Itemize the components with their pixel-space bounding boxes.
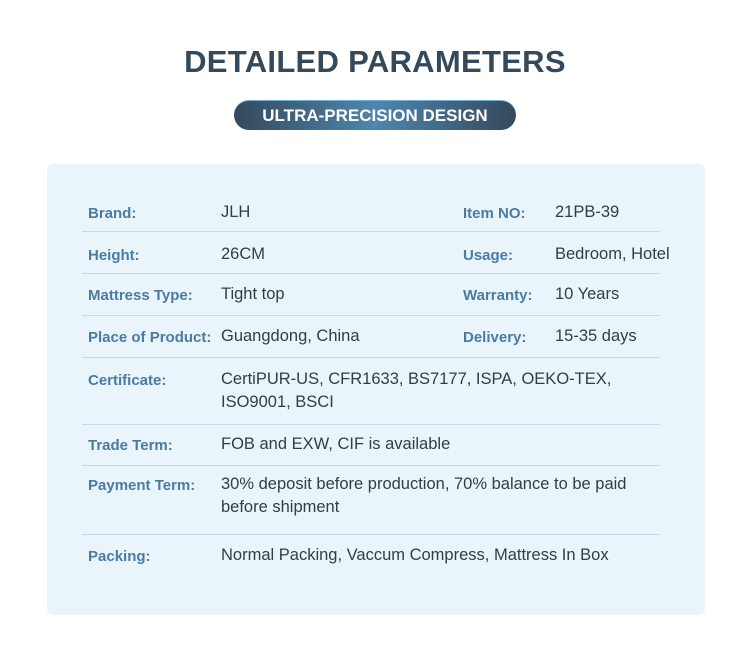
param-value: 15-35 days <box>555 327 637 345</box>
divider <box>82 315 660 316</box>
param-value: 30% deposit before production, 70% balan… <box>221 475 627 516</box>
param-label: Payment Term: <box>88 477 196 494</box>
parameters-card <box>47 164 705 615</box>
param-label: Delivery: <box>463 329 527 346</box>
param-label: Usage: <box>463 247 514 264</box>
param-value: Bedroom, Hotel <box>555 245 670 263</box>
param-label: Brand: <box>88 205 137 222</box>
param-value: Guangdong, China <box>221 327 360 345</box>
divider <box>82 273 660 274</box>
param-label: Packing: <box>88 548 151 565</box>
param-value: FOB and EXW, CIF is available <box>221 435 451 453</box>
divider <box>82 357 660 358</box>
param-value: JLH <box>221 203 251 221</box>
param-label: Item NO: <box>463 205 526 222</box>
param-label: Warranty: <box>463 287 533 304</box>
page-title: DETAILED PARAMETERS <box>184 44 566 79</box>
subtitle-badge: ULTRA-PRECISION DESIGN <box>234 100 516 130</box>
divider <box>82 534 660 535</box>
param-label: Place of Product: <box>88 329 212 346</box>
param-label: Mattress Type: <box>88 287 193 304</box>
param-value: Tight top <box>221 285 285 303</box>
divider <box>82 231 660 232</box>
param-label: Certificate: <box>88 372 167 389</box>
param-value: 10 Years <box>555 285 620 303</box>
divider <box>82 465 660 466</box>
param-label: Trade Term: <box>88 437 173 454</box>
divider <box>82 424 660 425</box>
param-value: Normal Packing, Vaccum Compress, Mattres… <box>221 546 609 564</box>
param-value: 26CM <box>221 245 266 263</box>
param-value: 21PB-39 <box>555 203 620 221</box>
param-label: Height: <box>88 247 140 264</box>
param-value: CertiPUR-US, CFR1633, BS7177, ISPA, OEKO… <box>221 370 612 411</box>
